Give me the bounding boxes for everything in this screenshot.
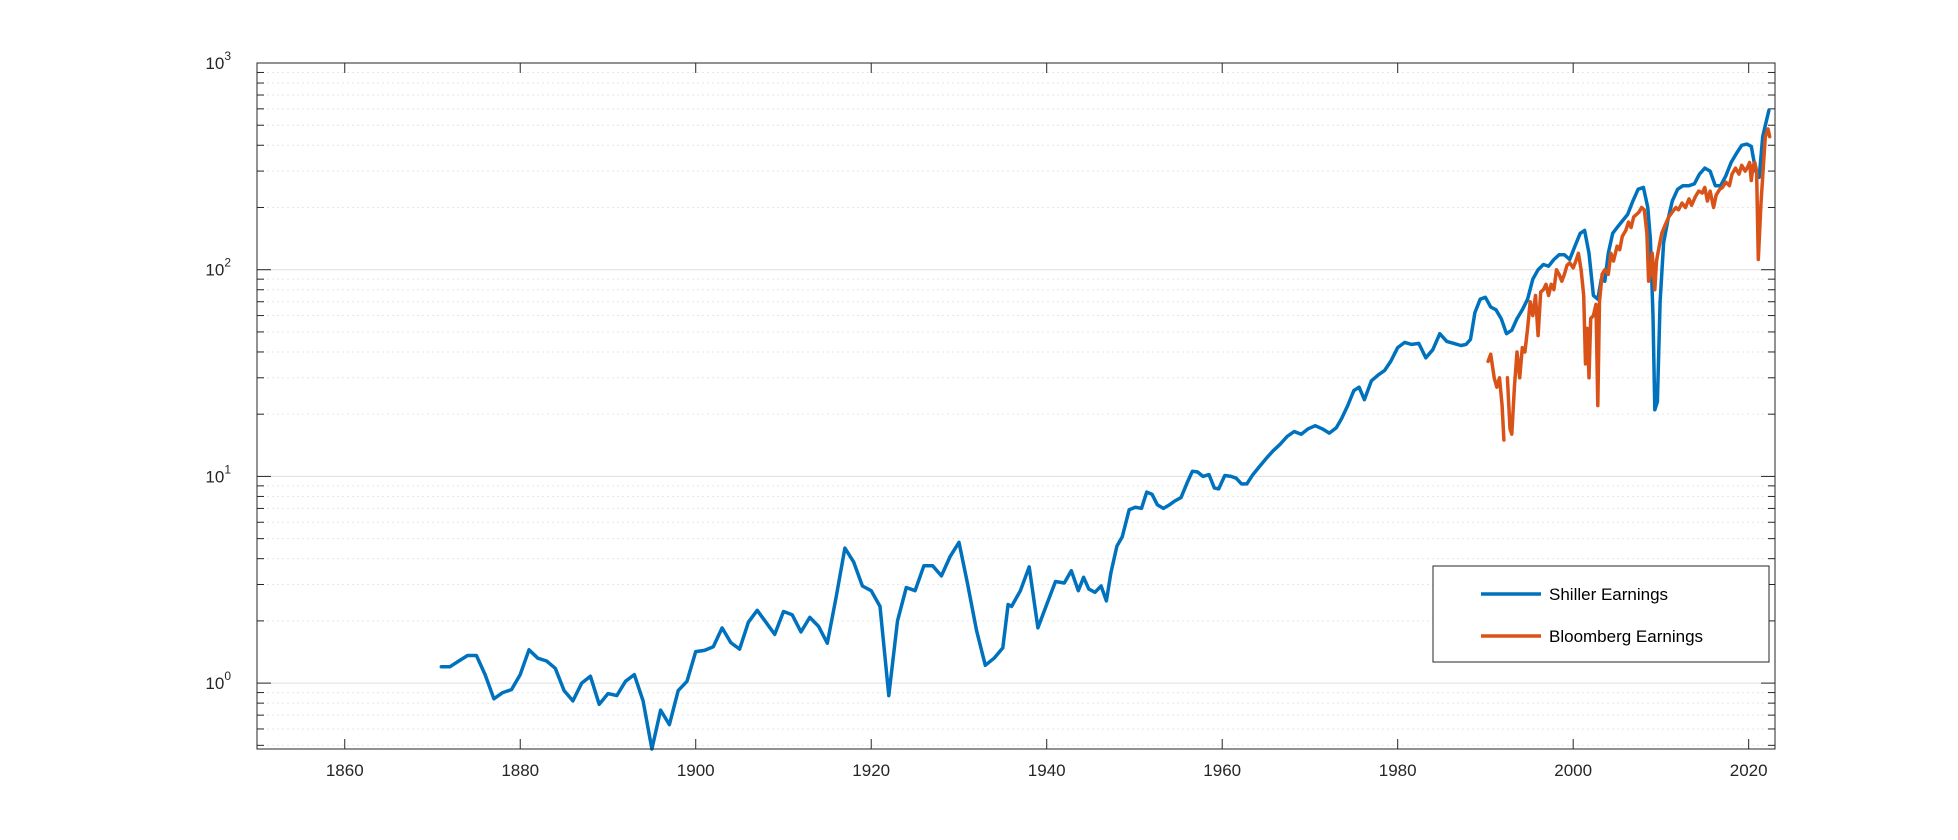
x-tick-label: 2000 — [1554, 761, 1592, 780]
x-tick-label: 1960 — [1203, 761, 1241, 780]
legend-label: Shiller Earnings — [1549, 585, 1668, 604]
x-tick-label: 2020 — [1730, 761, 1768, 780]
y-tick-label: 103 — [205, 49, 231, 73]
axis-ticks — [257, 62, 1775, 749]
series-layer — [439, 108, 1772, 751]
y-tick-label: 100 — [205, 669, 231, 693]
y-tick-labels: 100 101 102 103 — [205, 49, 231, 693]
series-line-bloomberg — [1486, 127, 1772, 442]
y-tick-label: 101 — [205, 462, 231, 486]
x-tick-label: 1860 — [326, 761, 364, 780]
x-tick-label: 1900 — [677, 761, 715, 780]
x-tick-label: 1920 — [852, 761, 890, 780]
series-line-shiller — [439, 108, 1771, 751]
legend-label: Bloomberg Earnings — [1549, 627, 1703, 646]
x-tick-labels: 1860 1880 1900 1920 1940 1960 1980 2000 2020 — [326, 761, 1768, 780]
x-tick-label: 1940 — [1028, 761, 1066, 780]
legend: Shiller Earnings Bloomberg Earnings — [1432, 565, 1770, 663]
legend-box — [1432, 565, 1770, 663]
y-tick-label: 102 — [205, 256, 231, 280]
x-tick-label: 1880 — [501, 761, 539, 780]
plot-frame — [256, 62, 1776, 750]
x-tick-label: 1980 — [1379, 761, 1417, 780]
